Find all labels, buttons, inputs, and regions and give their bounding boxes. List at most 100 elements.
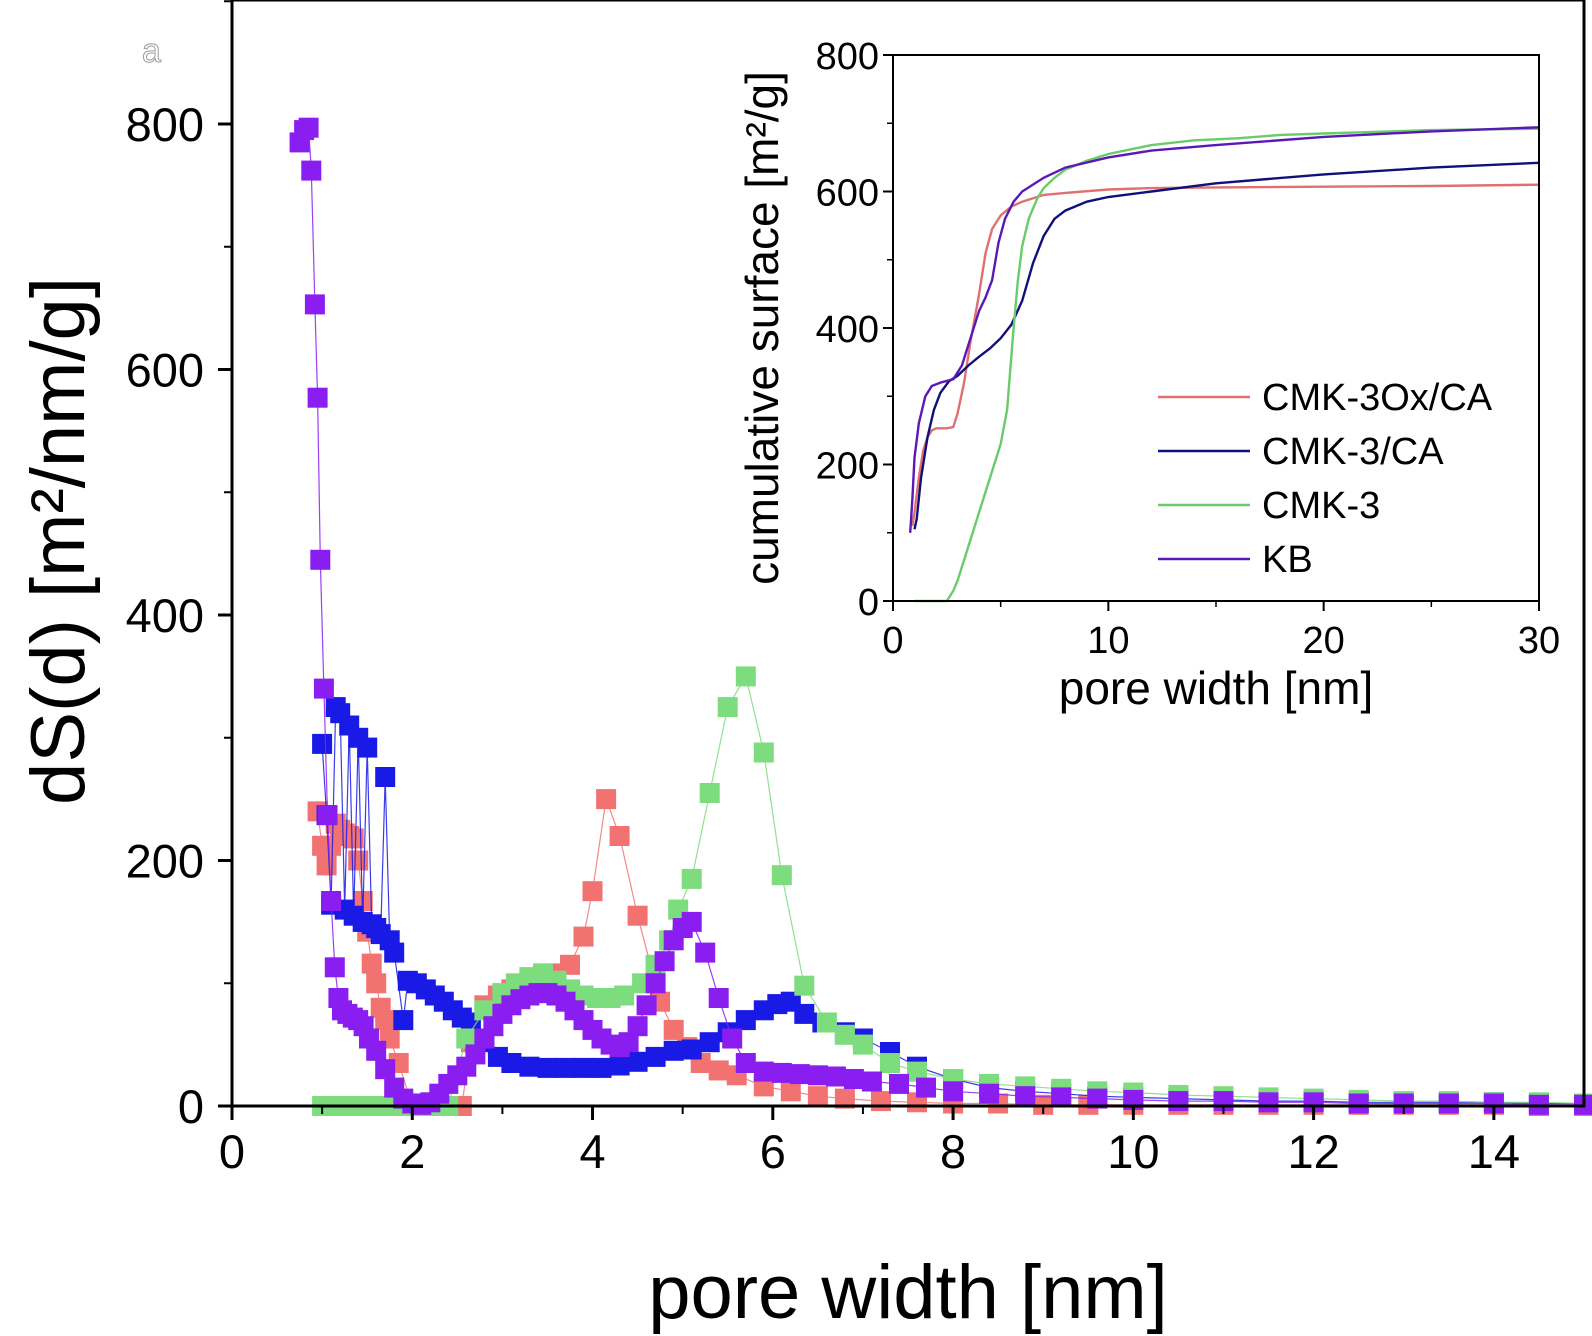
data-point <box>298 117 319 138</box>
main-x-tick-label: 12 <box>1287 1125 1339 1178</box>
data-point <box>317 805 338 826</box>
data-point <box>789 1064 810 1085</box>
data-point <box>645 1046 666 1067</box>
data-point <box>537 1057 558 1078</box>
data-point <box>834 1088 855 1109</box>
data-point <box>735 1010 756 1031</box>
data-point <box>708 988 729 1008</box>
data-point <box>301 160 322 181</box>
data-point <box>456 1028 477 1049</box>
inset-y-tick-label: 400 <box>816 309 879 351</box>
data-point <box>1438 1093 1459 1114</box>
data-point <box>474 1000 495 1021</box>
data-point <box>916 1077 936 1098</box>
main-series-line <box>322 674 1585 1107</box>
legend-item: CMK-3/CA <box>1158 431 1444 473</box>
inset-y-tick-label: 800 <box>816 36 879 78</box>
main-x-tick-label: 10 <box>1107 1125 1159 1178</box>
main-plot-series <box>232 117 1592 1116</box>
data-point <box>348 850 369 871</box>
data-point <box>871 1091 891 1112</box>
data-point <box>825 1066 846 1087</box>
legend-label: CMK-3Ox/CA <box>1262 377 1493 419</box>
data-point <box>681 911 702 932</box>
data-point <box>663 1040 684 1061</box>
data-point <box>807 1086 828 1107</box>
inset-series-line-4 <box>909 126 1540 533</box>
data-point <box>627 905 648 926</box>
data-point <box>645 973 666 994</box>
data-point <box>794 975 815 996</box>
legend-label: CMK-3 <box>1262 485 1380 527</box>
data-point <box>708 1060 729 1081</box>
data-point <box>312 733 333 754</box>
legend-item: KB <box>1158 539 1313 581</box>
data-point <box>310 549 331 570</box>
data-point <box>555 1057 576 1078</box>
data-point <box>880 1053 900 1073</box>
inset-plot-background <box>893 55 1539 601</box>
data-point <box>316 855 337 876</box>
main-series-4 <box>289 117 1592 1115</box>
data-point <box>717 697 738 718</box>
inset-x-axis: 0 10 20 30 <box>882 601 1560 662</box>
inset-x-tick-label: 30 <box>1518 620 1560 662</box>
data-point <box>375 1010 396 1031</box>
data-point <box>807 1065 828 1086</box>
data-point <box>304 294 325 315</box>
data-point <box>321 891 342 911</box>
data-point <box>465 1044 486 1065</box>
inset-x-axis-title: pore width [nm] <box>1059 662 1373 714</box>
main-x-tick-label: 14 <box>1468 1125 1520 1178</box>
data-point <box>501 1053 522 1073</box>
inset-y-tick-label: 200 <box>816 446 879 488</box>
data-point <box>519 1056 540 1077</box>
data-point <box>1393 1093 1414 1114</box>
data-point <box>596 789 617 810</box>
data-point <box>771 1062 792 1083</box>
main-x-tick-label: 0 <box>219 1125 245 1178</box>
data-point <box>313 678 334 699</box>
data-point <box>771 865 792 886</box>
main-x-tick-label: 6 <box>760 1125 786 1178</box>
main-y-tick-label: 0 <box>178 1080 204 1133</box>
panel-label: a <box>142 32 161 70</box>
data-point <box>393 1010 414 1031</box>
data-point <box>375 767 396 787</box>
data-point <box>681 868 702 889</box>
data-point <box>843 1069 864 1089</box>
data-point <box>573 926 594 947</box>
data-point <box>861 1071 882 1092</box>
data-point <box>375 1059 396 1080</box>
legend-item: CMK-3Ox/CA <box>1158 377 1493 419</box>
inset-plot: 0 10 20 30 0 200 400 600 800 pore width [nm] cu… <box>736 36 1560 714</box>
data-point <box>1051 1087 1072 1108</box>
inset-series-line-3 <box>914 127 1540 603</box>
data-point <box>780 1081 801 1102</box>
inset-plot-series <box>909 126 1540 603</box>
main-y-tick-label: 400 <box>126 589 204 642</box>
data-point <box>618 1032 639 1053</box>
main-y-axis-title: dS(d) [m²/nm/g] <box>16 277 101 805</box>
data-point <box>609 1055 630 1076</box>
main-x-axis-title: pore width [nm] <box>648 1250 1168 1335</box>
data-point <box>1015 1086 1036 1107</box>
data-point <box>695 942 716 963</box>
main-y-tick-label: 600 <box>126 344 204 397</box>
main-y-axis: 0 200 400 600 800 <box>126 0 232 1133</box>
main-x-axis: 0 2 4 6 8 10 12 14 <box>219 1106 1520 1178</box>
data-point <box>366 1040 387 1061</box>
data-point <box>627 1016 648 1037</box>
data-point <box>591 1057 612 1078</box>
data-point <box>663 1019 684 1040</box>
data-point <box>735 1053 756 1073</box>
data-point <box>384 942 405 963</box>
data-point <box>907 1061 927 1082</box>
data-point <box>699 783 720 803</box>
main-plot-frame <box>230 0 1586 1108</box>
main-x-tick-label: 8 <box>940 1125 966 1178</box>
inset-series-line-2 <box>913 161 1540 530</box>
data-point <box>1483 1093 1504 1114</box>
